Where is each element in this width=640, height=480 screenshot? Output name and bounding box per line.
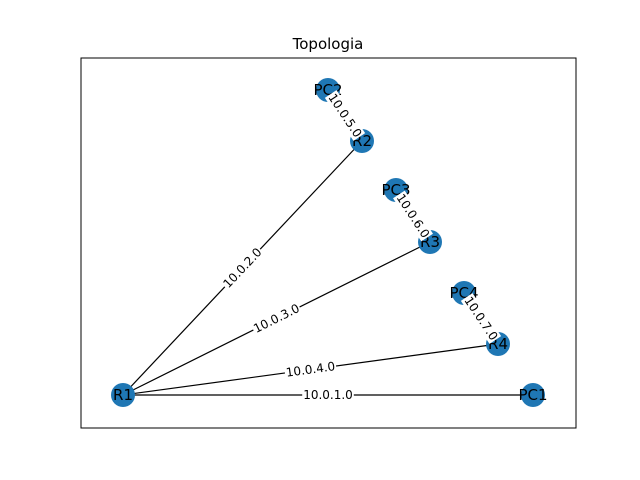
edge-label-background xyxy=(302,388,354,402)
edge-label-background xyxy=(393,190,433,242)
edge-label-background xyxy=(460,293,502,344)
edge-label-text: 10.0.4.0 xyxy=(285,359,336,380)
chart-title: Topologia xyxy=(292,35,364,53)
node-circle-r1 xyxy=(111,383,135,407)
axes-frame xyxy=(80,57,577,429)
edge-label-r1-pc1: 10.0.1.0 xyxy=(302,388,354,402)
node-label-r1: R1 xyxy=(113,386,133,404)
edge-label-background xyxy=(324,90,366,141)
edge-label-background xyxy=(250,300,303,337)
node-circle-pc1 xyxy=(521,383,545,407)
edge-label-text: 10.0.1.0 xyxy=(303,388,353,402)
node-r1: R1 xyxy=(111,383,135,407)
edge-label-background xyxy=(219,244,266,292)
edge-label-background xyxy=(283,359,338,380)
node-label-pc1: PC1 xyxy=(518,386,547,404)
node-pc1: PC1 xyxy=(518,383,548,407)
edge-label-r1-r4: 10.0.4.0 xyxy=(283,359,338,380)
